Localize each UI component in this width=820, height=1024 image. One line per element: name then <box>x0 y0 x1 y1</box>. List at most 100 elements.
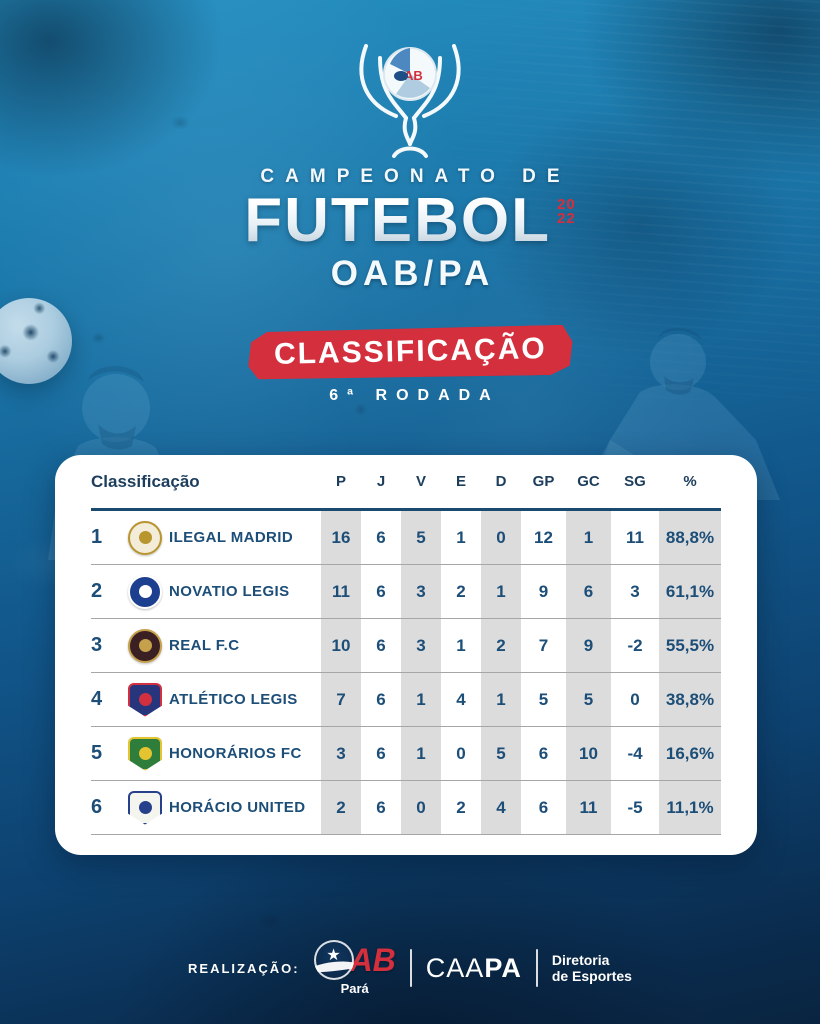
svg-text:AB: AB <box>404 68 423 83</box>
crest-emblem-icon <box>138 747 152 760</box>
stat-v: 3 <box>401 565 441 618</box>
organization-label: OAB/PA <box>330 254 495 293</box>
rank: 3 <box>91 634 103 656</box>
table-row: 6 HORÁCIO UNITED 2 6 0 2 4 6 11 -5 11,1% <box>91 781 721 835</box>
stat-p: 3 <box>321 727 361 780</box>
column-header-d: D <box>495 473 507 490</box>
table-row: 4 ATLÉTICO LEGIS 7 6 1 4 1 5 5 0 38,8% <box>91 673 721 727</box>
caapa-bold: PA <box>484 952 522 983</box>
standings-header-row: Classificação P J V E D GP GC SG% <box>91 455 721 511</box>
stat-j: 6 <box>376 527 386 547</box>
crest-cell <box>121 781 169 834</box>
oab-circle-icon: ★ <box>313 940 354 980</box>
footer-divider-2 <box>535 949 538 987</box>
crest-emblem-icon <box>138 585 152 598</box>
stat-gp: 9 <box>538 581 549 601</box>
table-row: 3 REAL F.C 10 6 3 1 2 7 9 -2 55,5% <box>91 619 721 673</box>
table-row: 1 ILEGAL MADRID 16 6 5 1 0 12 1 11 88,8% <box>91 511 721 565</box>
stat-d: 1 <box>481 565 521 618</box>
dept-line2: de Esportes <box>551 968 632 984</box>
column-header-p: P <box>335 473 346 490</box>
stat-gp: 6 <box>538 743 549 763</box>
stat-gp: 7 <box>538 635 549 655</box>
stat-gp: 6 <box>538 797 549 817</box>
footer: REALIZAÇÃO: ★ AB Pará CAAPA Diretoria de… <box>0 928 820 1008</box>
table-row: 2 NOVATIO LEGIS 11 6 3 2 1 9 6 3 61,1% <box>91 565 721 619</box>
stat-e: 4 <box>456 689 466 709</box>
year-top: 20 <box>557 196 576 213</box>
round-label: 6ª RODADA <box>329 387 500 404</box>
stat-d: 4 <box>481 781 521 834</box>
year-label: 20 22 <box>557 196 576 228</box>
stat-sg: 3 <box>630 581 640 601</box>
stat-pct: 61,1% <box>659 565 721 618</box>
stat-gp: 12 <box>534 527 553 547</box>
rank: 6 <box>91 796 103 818</box>
realization-label: REALIZAÇÃO: <box>188 960 300 976</box>
stat-v: 1 <box>401 727 441 780</box>
classification-badge: CLASSIFICAÇÃO <box>247 325 573 382</box>
crest-emblem-icon <box>138 693 152 706</box>
stat-e: 0 <box>456 743 466 763</box>
stat-p: 16 <box>321 511 361 564</box>
team-name: REAL F.C <box>169 637 240 654</box>
stat-p: 10 <box>321 619 361 672</box>
stat-pct: 55,5% <box>659 619 721 672</box>
stat-j: 6 <box>376 635 386 655</box>
team-name: NOVATIO LEGIS <box>169 583 290 600</box>
stat-pct: 16,6% <box>659 727 721 780</box>
column-header-e: E <box>455 473 466 490</box>
standings-card: Classificação P J V E D GP GC SG% 1 ILEGAL MADR… <box>55 455 757 855</box>
stat-e: 2 <box>456 581 466 601</box>
rank: 5 <box>91 742 103 764</box>
stat-v: 1 <box>401 673 441 726</box>
sports-department-label: Diretoria de Esportes <box>552 952 632 984</box>
stat-e: 1 <box>456 635 466 655</box>
stat-e: 1 <box>456 527 466 547</box>
horacio-united-crest-icon <box>128 790 162 825</box>
stat-sg: -5 <box>627 797 643 817</box>
oab-subtitle: Pará <box>340 981 369 996</box>
stat-gc: 6 <box>566 565 611 618</box>
crest-cell <box>121 619 169 672</box>
stat-gc: 1 <box>566 511 611 564</box>
table-row: 5 HONORÁRIOS FC 3 6 1 0 5 6 10 -4 16,6% <box>91 727 721 781</box>
column-header-pct: % <box>683 473 697 490</box>
stat-v: 5 <box>401 511 441 564</box>
rank: 4 <box>91 688 103 710</box>
crest-emblem-icon <box>138 801 152 814</box>
stat-sg: -2 <box>627 635 643 655</box>
trophy-logo: AB <box>359 44 461 158</box>
stat-gc: 9 <box>566 619 611 672</box>
wave-icon <box>313 959 354 974</box>
ilegal-madrid-crest-icon <box>128 520 162 555</box>
stat-gc: 10 <box>566 727 611 780</box>
stat-j: 6 <box>376 797 386 817</box>
stat-pct: 11,1% <box>659 781 721 834</box>
stat-v: 0 <box>401 781 441 834</box>
team-name: HONORÁRIOS FC <box>169 745 302 762</box>
league-line: CAMPEONATO DE <box>260 166 571 187</box>
stat-sg: -4 <box>627 743 643 763</box>
oab-para-logo: ★ AB Pará <box>313 940 396 996</box>
crest-cell <box>121 565 169 618</box>
column-header-sg: SG <box>624 473 646 490</box>
year-bottom: 22 <box>557 210 576 228</box>
classification-badge-label: CLASSIFICAÇÃO <box>273 332 547 371</box>
novatio-legis-crest-icon <box>128 574 162 609</box>
rank: 1 <box>91 526 103 548</box>
stat-p: 11 <box>321 565 361 618</box>
crest-emblem-icon <box>138 531 152 544</box>
stat-e: 2 <box>456 797 466 817</box>
table-caption: Classificação <box>91 471 200 491</box>
stat-gp: 5 <box>538 689 549 709</box>
dept-line1: Diretoria <box>551 951 610 968</box>
crest-cell <box>121 673 169 726</box>
crest-emblem-icon <box>138 639 152 652</box>
rank: 2 <box>91 580 103 602</box>
team-name: HORÁCIO UNITED <box>169 799 306 816</box>
stat-j: 6 <box>376 581 386 601</box>
stat-d: 1 <box>481 673 521 726</box>
caapa-logo: CAAPA <box>426 953 522 984</box>
